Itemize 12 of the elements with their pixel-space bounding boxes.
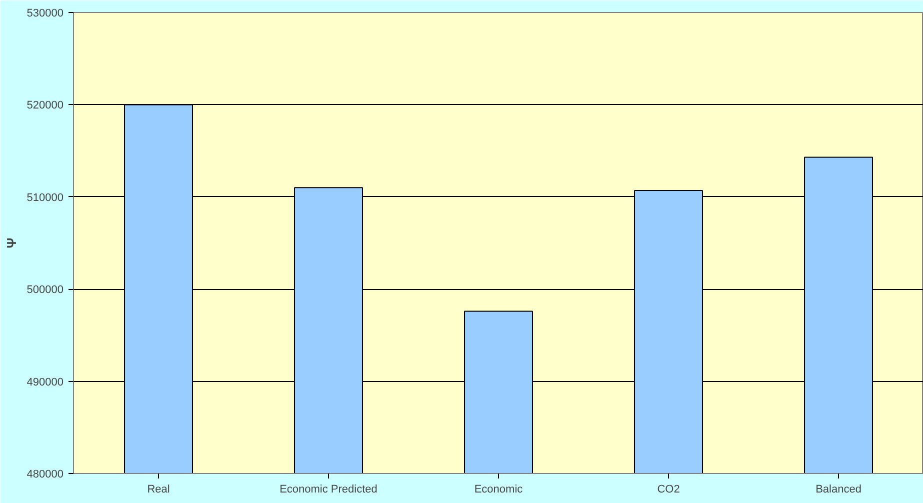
x-tick-label: Real [147, 484, 170, 496]
y-tick-label: 510000 [26, 192, 64, 204]
x-tick-label: Balanced [816, 484, 862, 496]
y-axis-title: Ψ [4, 238, 19, 248]
y-tick-label: 480000 [26, 468, 64, 480]
y-tick-label: 520000 [26, 100, 64, 112]
x-tick-label: CO2 [657, 484, 680, 496]
y-tick-label: 490000 [26, 376, 64, 388]
x-tick-label: Economic [474, 484, 524, 496]
y-tick-label: 500000 [26, 284, 64, 296]
y-tick-label: 530000 [26, 8, 64, 20]
x-tick-label: Economic Predicted [280, 484, 378, 496]
